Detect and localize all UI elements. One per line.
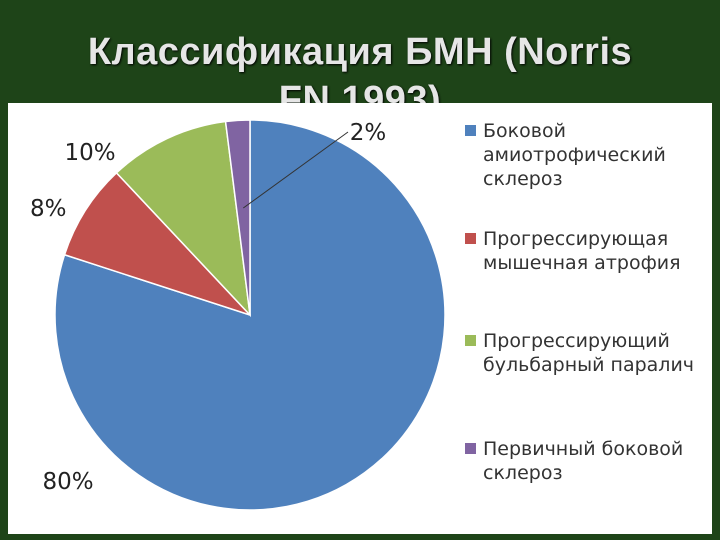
- legend-label: Прогрессирующая мышечная атрофия: [483, 228, 681, 274]
- legend-swatch: [465, 125, 476, 136]
- pie-slice: [63, 171, 251, 316]
- chart-panel: 80% 8% 10% 2% Боковой амиотрофический склероз…: [8, 103, 712, 534]
- pie-slices: [54, 119, 446, 511]
- leader-lines: [243, 131, 349, 209]
- legend-label: Прогрессирующий бульбарный паралич: [483, 330, 694, 376]
- legend-swatch: [465, 443, 476, 454]
- slide-title-line-1: Классификация БМН (Norris: [87, 31, 633, 73]
- legend-swatch: [465, 233, 476, 244]
- pie-slice: [224, 119, 251, 316]
- legend-swatch: [465, 335, 476, 346]
- pie-chart: 80% 8% 10% 2% Боковой амиотрофический склероз…: [30, 119, 694, 511]
- legend-label: Первичный боковой склероз: [483, 438, 683, 484]
- slide-title: Классификация БМН (Norris FN 1993): [0, 28, 720, 124]
- pie-slice: [115, 120, 252, 318]
- legend-label: Боковой амиотрофический склероз: [483, 120, 666, 190]
- data-labels: 80% 8% 10% 2%: [30, 120, 386, 495]
- legend: Боковой амиотрофический склероз Прогрессиру…: [465, 120, 694, 484]
- data-label: 2%: [350, 120, 387, 146]
- leader-line: [243, 131, 349, 209]
- data-label: 80%: [42, 469, 93, 495]
- data-label: 8%: [30, 196, 67, 222]
- data-label: 10%: [64, 140, 115, 166]
